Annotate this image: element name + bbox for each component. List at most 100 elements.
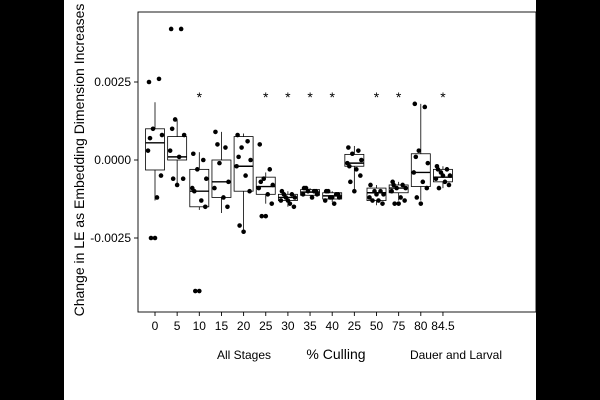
data-point xyxy=(335,192,341,197)
data-point xyxy=(348,179,353,185)
data-point xyxy=(436,185,442,191)
data-point xyxy=(446,182,452,188)
group-label-dauer-and-larval: Dauer and Larval xyxy=(410,348,502,362)
data-point xyxy=(418,201,424,206)
data-point xyxy=(199,198,204,203)
data-point xyxy=(172,117,178,122)
data-point xyxy=(292,195,298,200)
y-axis-title: Change in LE as Embedding Dimension Incr… xyxy=(71,4,87,317)
data-point xyxy=(403,185,408,191)
data-point xyxy=(300,192,306,197)
data-point xyxy=(191,151,196,157)
significance-star: * xyxy=(396,89,402,105)
data-point xyxy=(148,235,154,241)
data-point xyxy=(247,188,252,194)
data-point xyxy=(145,148,151,153)
data-point xyxy=(193,288,198,294)
x-tick-label: 15 xyxy=(215,319,229,333)
data-point xyxy=(309,195,315,200)
data-point xyxy=(159,132,165,138)
data-point xyxy=(380,201,385,206)
data-point xyxy=(204,176,209,182)
data-point xyxy=(350,151,355,157)
data-point xyxy=(291,204,297,210)
data-point xyxy=(180,176,186,182)
data-point xyxy=(158,173,164,178)
data-point xyxy=(221,195,226,200)
chart-panel xyxy=(64,0,536,400)
data-point xyxy=(424,185,430,191)
significance-star: * xyxy=(440,89,446,105)
data-point xyxy=(258,179,264,185)
data-point xyxy=(256,185,262,191)
x-tick-label: 0 xyxy=(152,319,159,333)
data-point xyxy=(392,201,397,206)
x-axis-title: % Culling xyxy=(306,346,365,362)
significance-star: * xyxy=(307,89,313,105)
data-point xyxy=(248,157,253,163)
data-point xyxy=(261,176,267,182)
data-point xyxy=(257,142,263,147)
y-tick-label: -0.0025 xyxy=(90,231,131,245)
data-point xyxy=(285,198,291,203)
data-point xyxy=(197,288,202,294)
y-axis-title-group: Change in LE as Embedding Dimension Incr… xyxy=(71,4,87,317)
data-point xyxy=(169,126,175,132)
data-point xyxy=(181,132,187,138)
x-tick-label: 30 xyxy=(281,319,295,333)
significance-star: * xyxy=(374,89,380,105)
box-iqr xyxy=(410,153,431,187)
data-point xyxy=(243,173,248,178)
data-point xyxy=(356,148,361,153)
data-point xyxy=(425,160,431,166)
data-point xyxy=(234,163,239,169)
box-8: * xyxy=(322,89,343,203)
x-tick-label: 84.5 xyxy=(431,319,455,333)
x-tick-label: 50 xyxy=(370,319,384,333)
data-point xyxy=(168,26,174,32)
data-point xyxy=(442,179,448,185)
data-point xyxy=(147,135,153,141)
significance-star: * xyxy=(263,89,269,105)
data-point xyxy=(440,173,446,178)
data-point xyxy=(176,154,182,160)
data-point xyxy=(368,182,373,188)
data-point xyxy=(146,79,152,85)
data-point xyxy=(212,185,217,191)
data-point xyxy=(400,182,405,188)
plot-frame xyxy=(137,11,537,313)
data-point xyxy=(236,154,241,160)
data-point xyxy=(170,176,176,182)
data-point xyxy=(150,126,156,132)
data-point xyxy=(225,204,230,210)
box-iqr xyxy=(211,159,232,198)
data-point xyxy=(416,148,422,153)
data-point xyxy=(217,160,222,166)
data-point xyxy=(281,192,287,197)
significance-star: * xyxy=(329,89,335,105)
data-point xyxy=(195,167,200,172)
data-point xyxy=(391,182,396,188)
data-point xyxy=(156,76,162,82)
data-point xyxy=(381,192,386,197)
data-point xyxy=(376,198,381,203)
data-point xyxy=(435,167,441,172)
data-point xyxy=(215,142,220,147)
data-point xyxy=(269,201,275,206)
x-tick-label: 25 xyxy=(259,319,273,333)
data-point xyxy=(447,173,453,178)
data-point xyxy=(152,235,158,241)
data-point xyxy=(192,188,197,194)
group-label-all-stages: All Stages xyxy=(217,348,271,362)
data-point xyxy=(203,204,208,210)
data-point xyxy=(325,188,331,194)
data-point xyxy=(245,138,250,144)
x-tick-label: 40 xyxy=(326,319,340,333)
data-point xyxy=(329,195,335,200)
data-point xyxy=(303,185,309,191)
box-3 xyxy=(211,131,232,214)
data-point xyxy=(402,198,407,203)
box-7: * xyxy=(300,89,320,196)
data-point xyxy=(226,179,231,185)
